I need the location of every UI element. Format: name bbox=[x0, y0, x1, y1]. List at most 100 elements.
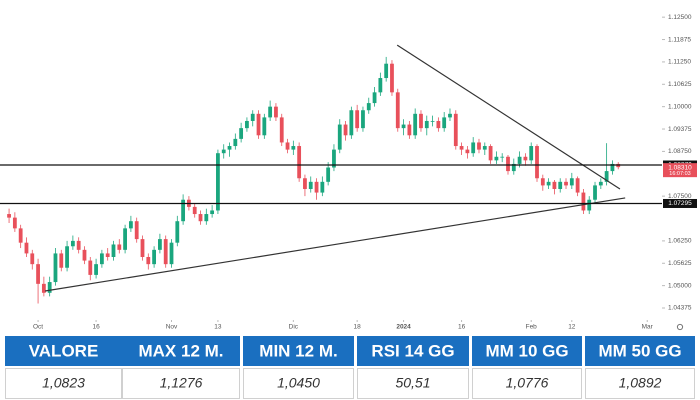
candle-body bbox=[94, 264, 98, 275]
candle-body bbox=[291, 146, 296, 150]
x-tick-label: Oct bbox=[33, 324, 43, 331]
candle-body bbox=[436, 120, 441, 129]
trendline bbox=[44, 197, 626, 292]
candle-body bbox=[529, 146, 534, 161]
candle-body bbox=[88, 260, 93, 275]
candle-body bbox=[552, 181, 557, 189]
candle-body bbox=[7, 214, 11, 218]
table-header-cell bbox=[585, 336, 695, 366]
y-tick-label: 1.12500 bbox=[668, 14, 692, 21]
candle-body bbox=[262, 117, 267, 136]
candle-body bbox=[378, 78, 383, 93]
table-cell bbox=[5, 368, 122, 399]
countdown: 16:07:03 bbox=[669, 171, 690, 177]
gear[interactable] bbox=[676, 323, 684, 331]
candle-body bbox=[332, 149, 336, 168]
candle-body bbox=[593, 185, 597, 200]
table-value: 1,0776 bbox=[506, 375, 549, 391]
candle-body bbox=[134, 221, 139, 240]
candle-body bbox=[349, 110, 354, 136]
candle-body bbox=[175, 221, 180, 243]
table-cell bbox=[122, 368, 240, 399]
table-header: RSI 14 GG bbox=[371, 341, 454, 360]
y-tick-label: 1.10000 bbox=[668, 103, 692, 110]
candle-body bbox=[59, 253, 64, 268]
candle-body bbox=[419, 113, 423, 129]
candle-body bbox=[546, 181, 551, 186]
candle-body bbox=[53, 253, 58, 283]
x-tick-label: 13 bbox=[214, 324, 222, 331]
table-value: 1,0823 bbox=[42, 375, 85, 391]
candle-body bbox=[523, 156, 528, 161]
candle-body bbox=[587, 199, 592, 211]
table-cell bbox=[243, 368, 354, 399]
x-tick-label: 2024 bbox=[396, 324, 411, 331]
candle-body bbox=[169, 242, 174, 265]
candle-body bbox=[500, 156, 505, 158]
candle-body bbox=[471, 142, 476, 154]
y-tick-label: 1.11875 bbox=[668, 36, 691, 43]
candle-body bbox=[279, 117, 284, 143]
candle-body bbox=[123, 228, 127, 250]
candle-body bbox=[488, 146, 493, 161]
table-cell bbox=[472, 368, 582, 399]
candle-body bbox=[401, 124, 406, 129]
candle-body bbox=[256, 113, 261, 136]
y-tick-label: 1.05000 bbox=[668, 282, 692, 289]
table-value: 1,1276 bbox=[160, 375, 203, 391]
candle-body bbox=[326, 167, 331, 182]
candle-body bbox=[285, 142, 290, 150]
candle-body bbox=[442, 117, 447, 129]
table-cell bbox=[585, 368, 695, 399]
candle-body bbox=[70, 240, 75, 247]
candle-body bbox=[343, 124, 348, 136]
table-header-cell bbox=[243, 336, 354, 366]
candle-body bbox=[233, 138, 238, 147]
candle-body bbox=[366, 103, 371, 111]
candle-body bbox=[413, 113, 418, 136]
candle-body bbox=[308, 181, 313, 189]
y-tick-label: 1.07500 bbox=[668, 193, 692, 200]
candle-body bbox=[511, 163, 516, 172]
table-value: 1,0892 bbox=[619, 375, 662, 391]
table-value: 50,51 bbox=[395, 375, 430, 391]
candle-body bbox=[581, 192, 586, 211]
candle-body bbox=[303, 178, 307, 189]
y-tick-label: 1.11250 bbox=[668, 59, 691, 66]
table-header: MM 10 GG bbox=[485, 341, 568, 360]
candle-body bbox=[384, 63, 389, 79]
candle-body bbox=[361, 110, 365, 129]
x-tick-label: 16 bbox=[458, 324, 466, 331]
candle-body bbox=[320, 181, 325, 193]
candle-body bbox=[181, 199, 186, 222]
candle-body bbox=[604, 171, 609, 182]
table-header-cell bbox=[5, 336, 122, 366]
candle-body bbox=[111, 244, 116, 257]
candle-body bbox=[477, 142, 481, 150]
candle-body bbox=[12, 217, 17, 229]
candle-body bbox=[76, 240, 81, 250]
candle-body bbox=[250, 113, 255, 121]
candle-body bbox=[390, 63, 394, 93]
candle-body bbox=[355, 110, 360, 129]
table-header-cell bbox=[472, 336, 582, 366]
x-tick-label: Feb bbox=[526, 324, 538, 331]
settings-icon[interactable] bbox=[676, 323, 684, 331]
candle-body bbox=[24, 242, 29, 254]
candle-body bbox=[314, 181, 319, 193]
x-tick-label: Nov bbox=[166, 324, 178, 331]
table-cell bbox=[357, 368, 469, 399]
candle-body bbox=[274, 106, 278, 118]
table-header: MM 50 GG bbox=[598, 341, 681, 360]
table-header-cell bbox=[357, 336, 469, 366]
candle-body bbox=[564, 181, 568, 186]
candle-body bbox=[140, 239, 145, 257]
level-label-box bbox=[663, 198, 697, 208]
candle-body bbox=[517, 156, 522, 164]
candle-body bbox=[65, 246, 69, 268]
candle-body bbox=[36, 264, 40, 284]
candle-body bbox=[221, 149, 226, 154]
candle-body bbox=[575, 178, 580, 193]
candle-body bbox=[598, 181, 603, 186]
